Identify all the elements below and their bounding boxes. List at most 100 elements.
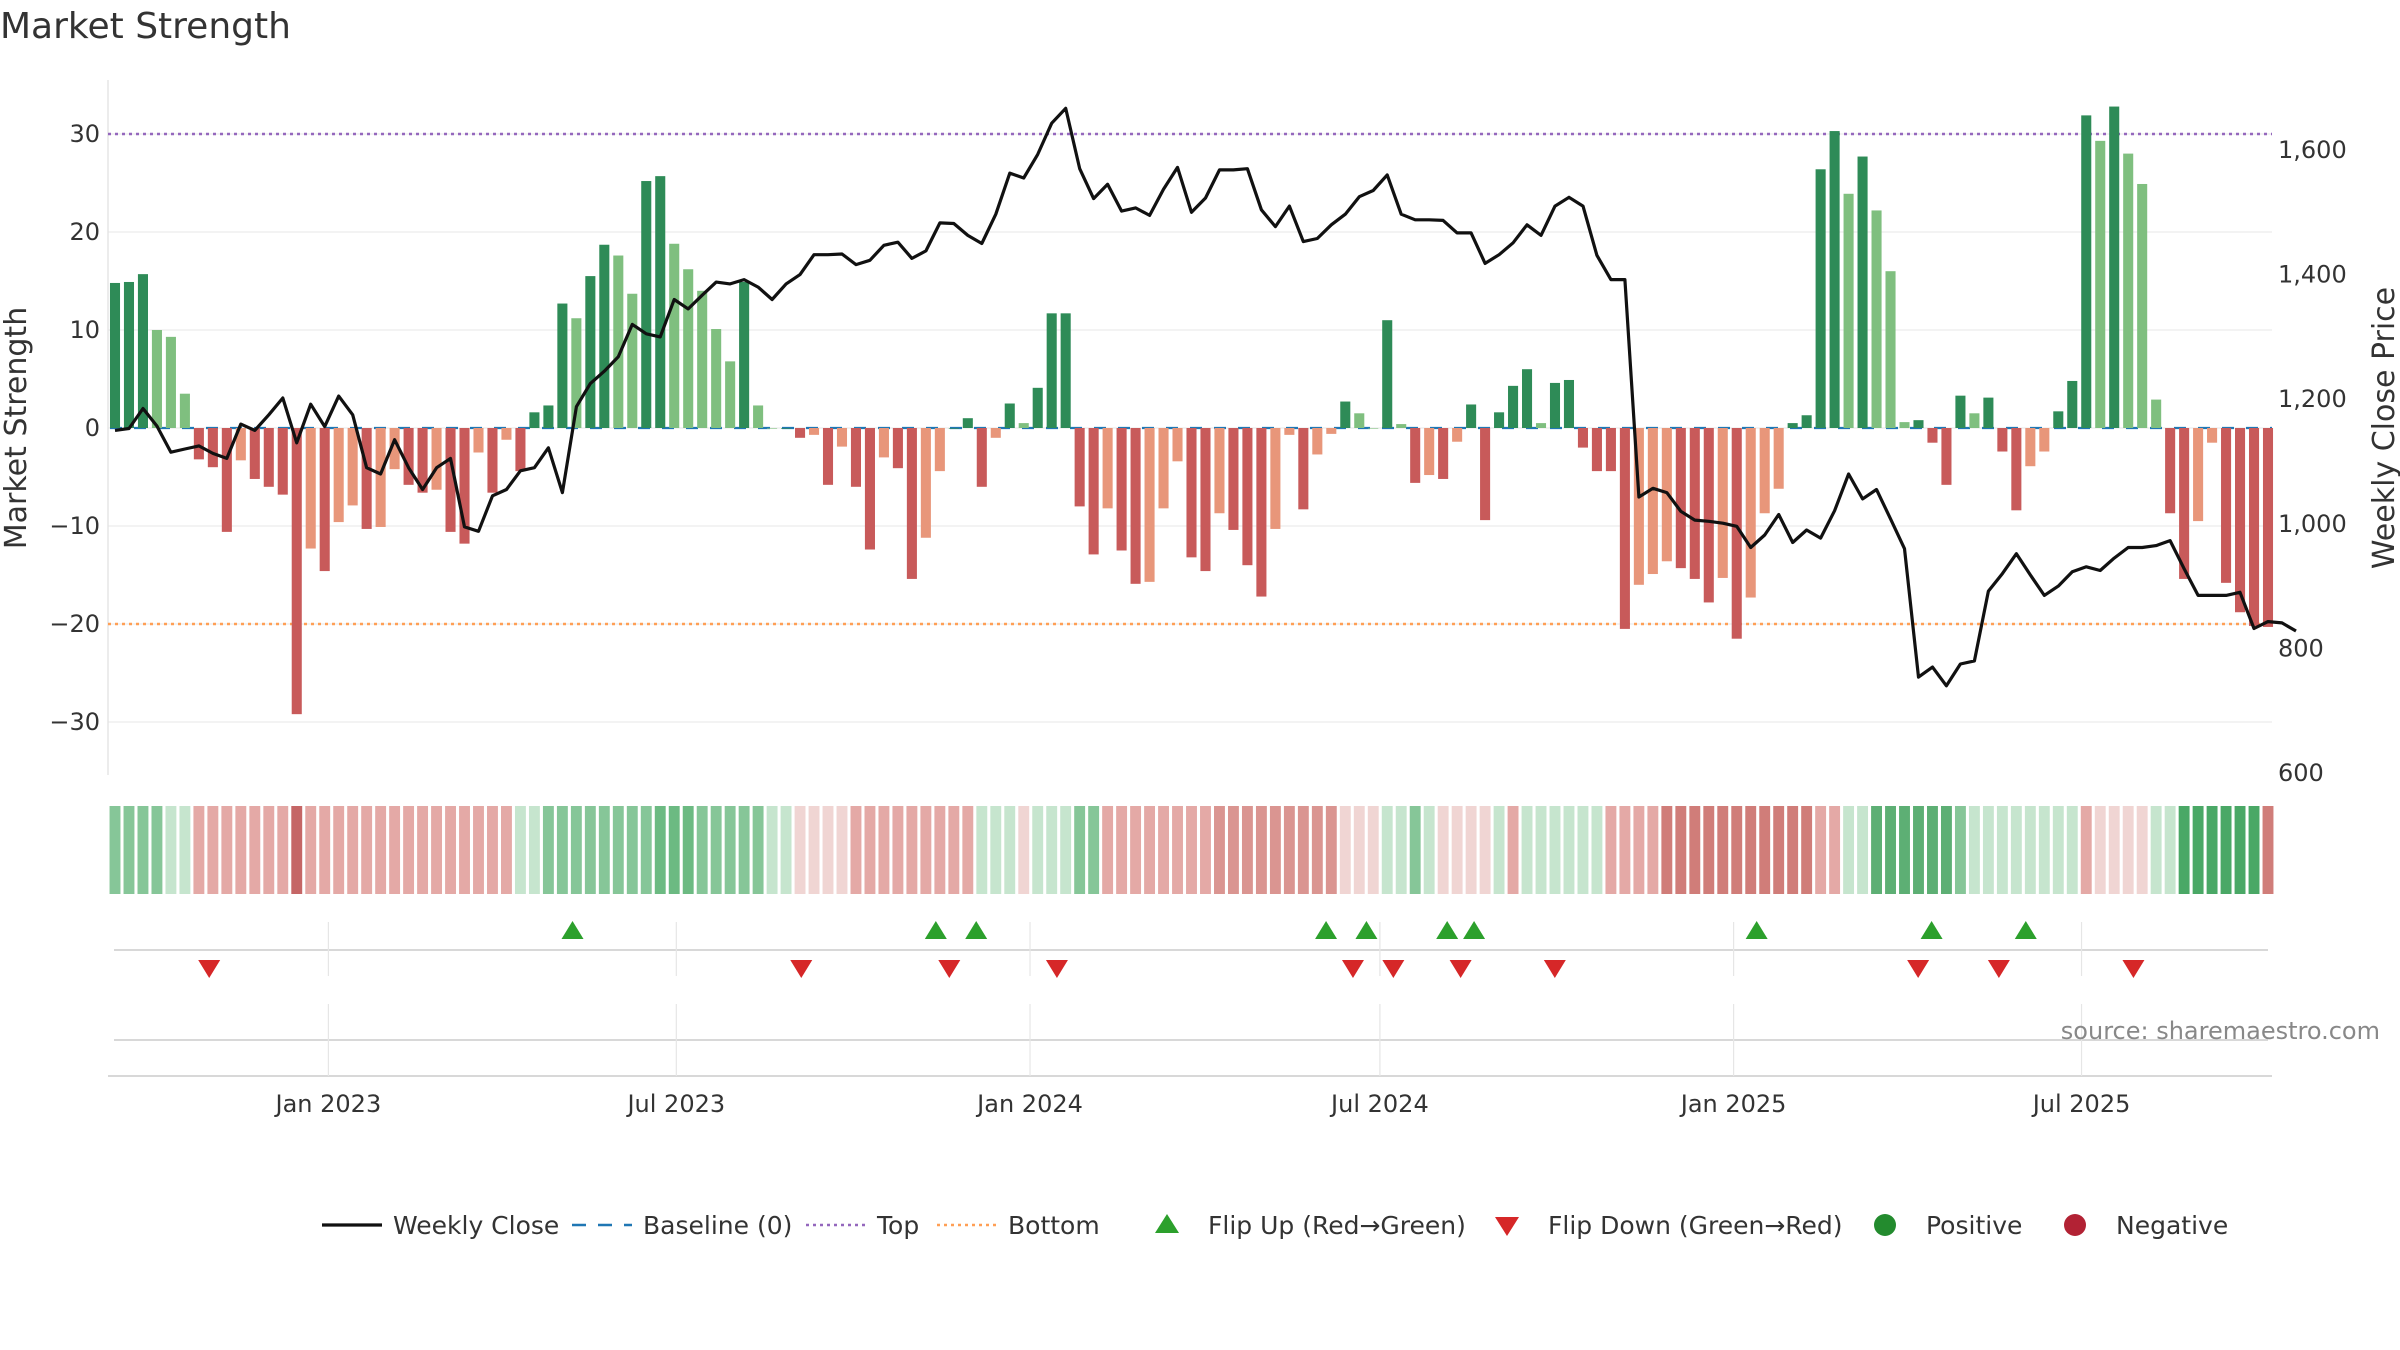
legend-swatch <box>1155 1214 1179 1233</box>
strength-bar <box>305 428 316 549</box>
state-cell <box>2052 806 2064 894</box>
state-cell <box>850 806 862 894</box>
state-cell <box>906 806 918 894</box>
legend-item: Top <box>806 1211 919 1240</box>
state-cell <box>990 806 1002 894</box>
state-cell <box>1395 806 1407 894</box>
legend-item: Bottom <box>937 1211 1100 1240</box>
state-cell <box>137 806 149 894</box>
strength-bar <box>319 428 330 572</box>
strength-bar <box>347 428 358 506</box>
left-tick-label: −30 <box>49 708 100 736</box>
strength-bar <box>2193 428 2204 522</box>
state-cell <box>1353 806 1365 894</box>
state-cell <box>333 806 345 894</box>
strength-bar <box>277 428 288 495</box>
strength-bar <box>1186 428 1197 558</box>
state-cell <box>780 806 792 894</box>
strength-bar <box>1913 420 1924 428</box>
state-cell <box>1144 806 1156 894</box>
strength-bar <box>2262 428 2274 627</box>
bottom-panel <box>108 1039 2272 1077</box>
strength-bar <box>948 428 959 429</box>
source-note: source: sharemaestro.com <box>2061 1017 2380 1045</box>
strength-bar <box>1424 428 1435 476</box>
strength-bar <box>1228 428 1239 530</box>
strength-bar <box>1200 428 1211 572</box>
state-cell <box>1759 806 1771 894</box>
flip-up-marker <box>1463 921 1486 939</box>
state-cell <box>836 806 848 894</box>
strength-bar <box>990 428 1001 438</box>
flip-down-marker <box>1449 960 1472 978</box>
state-cell <box>598 806 610 894</box>
state-cell <box>1773 806 1785 894</box>
state-cell <box>1982 806 1994 894</box>
strength-bar <box>1312 428 1323 455</box>
strength-bar <box>1633 428 1644 585</box>
flip-down-marker <box>2122 960 2145 978</box>
strength-bar <box>165 336 176 428</box>
strength-bar <box>361 428 372 529</box>
flip-markers-panel <box>114 921 2268 978</box>
strength-bar <box>1563 379 1575 428</box>
left-tick-label: −10 <box>49 512 100 540</box>
strength-bar <box>1284 428 1295 435</box>
strength-bar <box>1242 428 1253 566</box>
strength-bar <box>1382 320 1393 428</box>
legend-item: Flip Up (Red→Green) <box>1155 1211 1466 1240</box>
state-cell <box>459 806 470 894</box>
legend-item: Positive <box>1874 1211 2022 1240</box>
legend-swatch <box>2064 1214 2086 1236</box>
state-cell <box>1717 806 1729 894</box>
state-cell <box>612 806 624 894</box>
strength-bar <box>291 428 302 715</box>
strength-bar <box>249 428 260 479</box>
state-cell <box>1269 806 1281 894</box>
state-cell <box>1577 806 1589 894</box>
strength-bar <box>1172 428 1183 462</box>
strength-bar <box>725 361 736 428</box>
strength-bar <box>123 281 135 428</box>
state-cell <box>2234 806 2246 894</box>
state-cell <box>1451 806 1463 894</box>
flip-up-marker <box>2014 921 2037 939</box>
strength-bar <box>1815 169 1826 428</box>
right-tick-label: 1,400 <box>2278 261 2347 289</box>
strength-bar <box>207 428 218 468</box>
state-cell <box>1591 806 1603 894</box>
state-cell <box>2248 806 2260 894</box>
right-tick-label: 1,600 <box>2278 136 2347 164</box>
state-cell <box>878 806 890 894</box>
state-cell <box>976 806 988 894</box>
flip-down-marker <box>1341 960 1364 978</box>
strength-bar <box>613 255 624 428</box>
x-tick-label: Jul 2025 <box>2031 1090 2131 1118</box>
weekly-close-line <box>114 106 2297 688</box>
strength-bar <box>1745 428 1756 598</box>
state-cell <box>934 806 946 894</box>
strength-bar <box>1368 428 1379 429</box>
state-cell <box>1899 806 1910 894</box>
strength-bar <box>711 329 722 428</box>
strength-bar <box>1032 387 1043 428</box>
state-cell <box>2136 806 2148 894</box>
legend-label: Baseline (0) <box>643 1211 792 1240</box>
strength-bar <box>1340 401 1351 428</box>
strength-bar <box>1018 423 1029 428</box>
right-axis-ticks: 1,600 1,400 1,200 1,000 800 600 <box>2278 136 2347 787</box>
strength-bar <box>641 181 652 428</box>
state-strip <box>109 806 2274 894</box>
state-cell <box>1074 806 1086 894</box>
strength-bar <box>1521 369 1533 428</box>
legend-label: Weekly Close <box>393 1211 559 1240</box>
state-cell <box>738 806 750 894</box>
state-cell <box>626 806 638 894</box>
left-tick-label: −20 <box>49 610 100 638</box>
strength-bar <box>375 428 386 527</box>
strength-bar <box>1116 428 1127 551</box>
strength-bar <box>599 244 610 428</box>
strength-bar <box>1787 423 1798 428</box>
state-cell <box>1535 806 1547 894</box>
state-cell <box>1996 806 2008 894</box>
